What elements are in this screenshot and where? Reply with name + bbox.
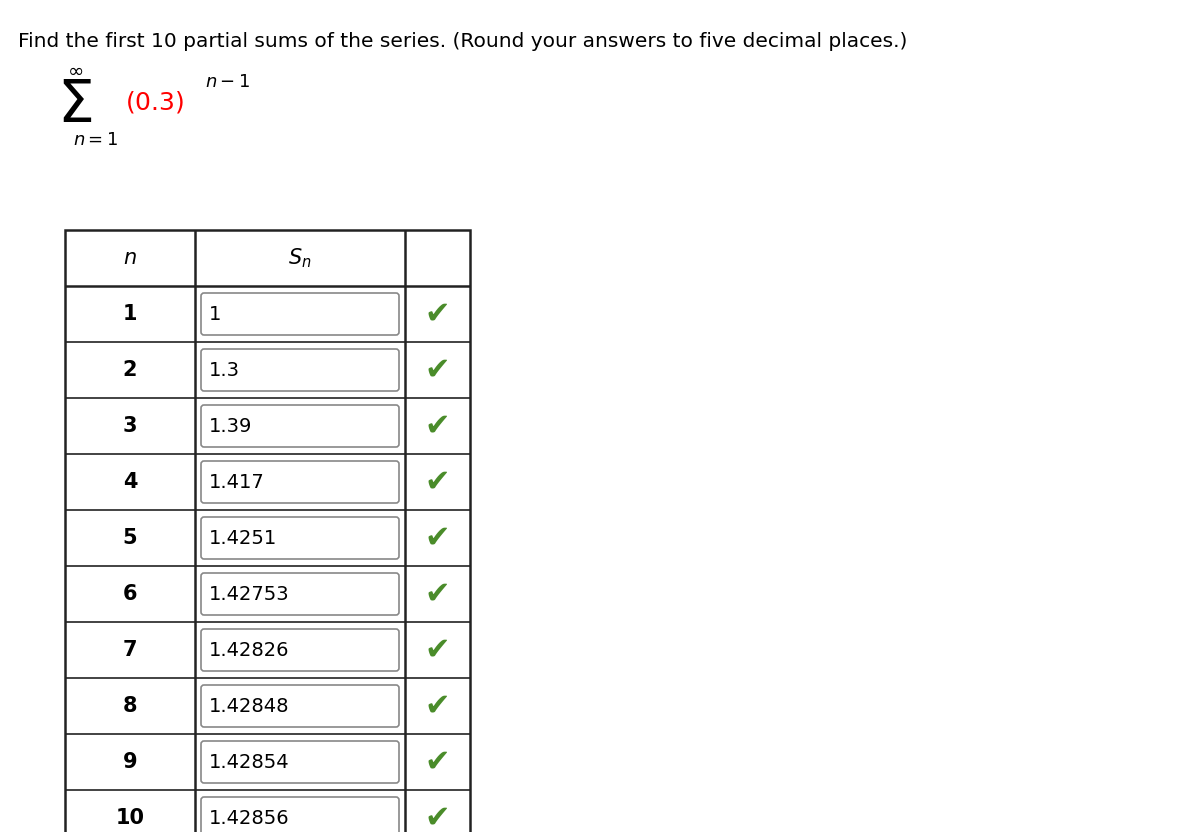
Text: ✔: ✔ — [425, 523, 450, 552]
Text: 8: 8 — [122, 696, 137, 716]
FancyBboxPatch shape — [202, 461, 398, 503]
FancyBboxPatch shape — [202, 685, 398, 727]
Text: 1.42826: 1.42826 — [209, 641, 289, 660]
Text: ✔: ✔ — [425, 636, 450, 665]
Text: 7: 7 — [122, 640, 137, 660]
Text: 5: 5 — [122, 528, 137, 548]
Text: 3: 3 — [122, 416, 137, 436]
Text: $n$: $n$ — [124, 248, 137, 268]
Text: ✔: ✔ — [425, 300, 450, 329]
FancyBboxPatch shape — [202, 797, 398, 832]
Text: 1.42856: 1.42856 — [209, 809, 289, 828]
Text: $n = 1$: $n = 1$ — [73, 131, 119, 149]
Bar — [65, 230, 470, 832]
Text: 10: 10 — [115, 808, 144, 828]
Text: 4: 4 — [122, 472, 137, 492]
Text: 6: 6 — [122, 584, 137, 604]
Text: 2: 2 — [122, 360, 137, 380]
Text: ✔: ✔ — [425, 355, 450, 384]
Text: $S_n$: $S_n$ — [288, 246, 312, 270]
FancyBboxPatch shape — [202, 741, 398, 783]
Text: ✔: ✔ — [425, 412, 450, 440]
FancyBboxPatch shape — [202, 349, 398, 391]
Text: $\Sigma$: $\Sigma$ — [58, 77, 92, 133]
FancyBboxPatch shape — [202, 293, 398, 335]
Text: 1: 1 — [122, 304, 137, 324]
Text: $\infty$: $\infty$ — [67, 61, 83, 80]
Text: 9: 9 — [122, 752, 137, 772]
Text: ✔: ✔ — [425, 468, 450, 497]
Text: 1.42854: 1.42854 — [209, 752, 289, 771]
Text: 1: 1 — [209, 305, 221, 324]
Text: $(0.3)$: $(0.3)$ — [125, 89, 184, 115]
Text: ✔: ✔ — [425, 804, 450, 832]
FancyBboxPatch shape — [202, 629, 398, 671]
FancyBboxPatch shape — [202, 405, 398, 447]
FancyBboxPatch shape — [202, 517, 398, 559]
Text: $n - 1$: $n - 1$ — [205, 73, 251, 91]
Text: 1.42848: 1.42848 — [209, 696, 289, 716]
Text: ✔: ✔ — [425, 580, 450, 608]
Text: 1.4251: 1.4251 — [209, 528, 277, 547]
Text: ✔: ✔ — [425, 691, 450, 721]
Text: 1.417: 1.417 — [209, 473, 265, 492]
Text: ✔: ✔ — [425, 747, 450, 776]
Text: 1.3: 1.3 — [209, 360, 240, 379]
FancyBboxPatch shape — [202, 573, 398, 615]
Text: 1.42753: 1.42753 — [209, 585, 289, 603]
Text: Find the first 10 partial sums of the series. (Round your answers to five decima: Find the first 10 partial sums of the se… — [18, 32, 907, 51]
Text: 1.39: 1.39 — [209, 417, 252, 435]
